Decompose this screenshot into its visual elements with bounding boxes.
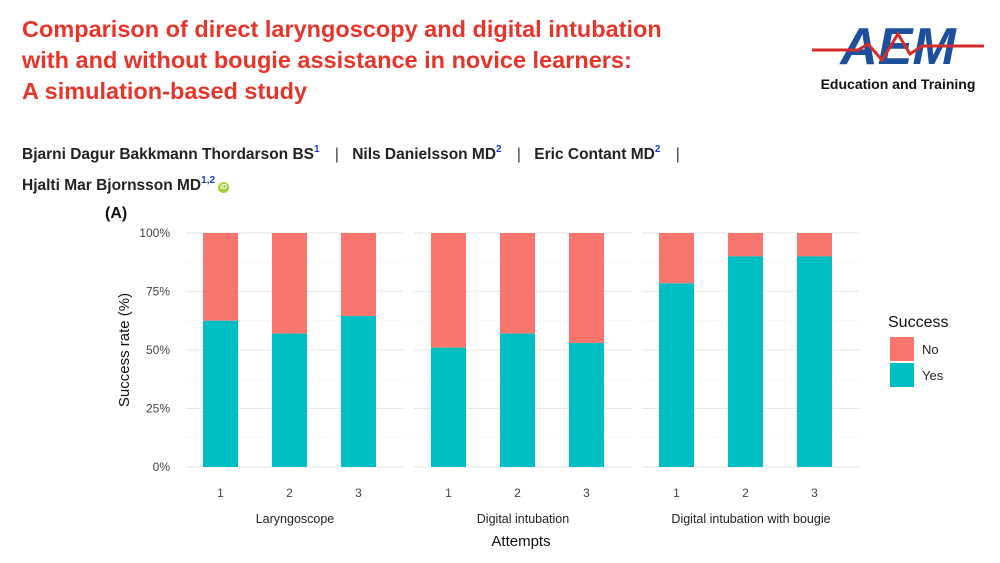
author-name: Hjalti Mar Bjornsson MD: [22, 177, 202, 194]
author-name: Eric Contant MD: [534, 146, 655, 163]
bar-no: [500, 233, 535, 334]
bar-yes: [569, 342, 604, 467]
bar-no: [728, 233, 763, 257]
author-separator: |: [516, 146, 521, 163]
author-affiliation: 2: [496, 144, 502, 155]
x-tick-label: 3: [811, 486, 818, 500]
x-tick-label: 3: [583, 486, 590, 500]
author-affiliation: 2: [654, 144, 661, 155]
facet-label: Digital intubation with bougie: [671, 512, 830, 526]
facet-label: Digital intubation: [477, 512, 569, 526]
logo-subtitle: Education and Training: [820, 76, 976, 92]
panel-label: (A): [105, 205, 127, 222]
x-tick-label: 1: [673, 486, 680, 500]
legend-swatch-yes: [890, 363, 914, 387]
title-line-3: A simulation-based study: [22, 78, 308, 104]
bar-yes: [728, 256, 763, 467]
legend-swatch-no: [890, 337, 914, 361]
aem-logo-mark: AEM: [812, 18, 984, 76]
legend-label-yes: Yes: [922, 368, 944, 383]
y-axis-label: Success rate (%): [116, 293, 133, 407]
bar-no: [272, 233, 307, 334]
bar-yes: [431, 347, 466, 467]
title-line-2: with and without bougie assistance in no…: [22, 47, 632, 73]
author-name: Bjarni Dagur Bakkmann Thordarson BS: [22, 146, 314, 163]
legend-title: Success: [888, 314, 948, 331]
author-name: Nils Danielsson MD: [352, 146, 497, 163]
bar-yes: [341, 316, 376, 467]
logo-heartbeat-line: [812, 31, 984, 63]
author-list: Bjarni Dagur Bakkmann Thordarson BS1 | N…: [22, 137, 782, 199]
bar-no: [569, 233, 604, 343]
bar-yes: [203, 320, 238, 467]
y-tick-label: 0%: [153, 460, 171, 474]
author-separator: |: [334, 146, 339, 163]
author-line-1: Bjarni Dagur Bakkmann Thordarson BS1 | N…: [22, 137, 782, 168]
bar-no: [341, 233, 376, 317]
title-line-1: Comparison of direct laryngoscopy and di…: [22, 16, 662, 42]
y-tick-label: 100%: [139, 226, 170, 240]
author-line-2: Hjalti Mar Bjornsson MD1,2iD: [22, 168, 782, 199]
bar-no: [659, 233, 694, 284]
success-rate-chart: (A) 1 2 3 Laryngoscope 1 2 3 Digital intubation 1…: [105, 205, 948, 550]
x-tick-label: 1: [445, 486, 452, 500]
author-affiliation: 1,2: [201, 175, 216, 186]
facet-label: Laryngoscope: [256, 512, 335, 526]
bar-no: [203, 233, 238, 321]
bar-no: [797, 233, 832, 257]
aem-logo: AEM Education and Training: [810, 14, 986, 98]
x-tick-label: 1: [217, 486, 224, 500]
x-axis-label: Attempts: [491, 533, 550, 550]
bar-yes: [500, 333, 535, 467]
x-tick-label: 3: [355, 486, 362, 500]
y-tick-label: 50%: [146, 343, 170, 357]
bar-yes: [272, 333, 307, 467]
x-tick-label: 2: [286, 486, 293, 500]
x-tick-label: 2: [514, 486, 521, 500]
author-separator: |: [675, 146, 680, 163]
bar-yes: [797, 256, 832, 467]
bar-no: [431, 233, 466, 348]
x-tick-label: 2: [742, 486, 749, 500]
author-affiliation: 1: [313, 144, 320, 155]
y-tick-label: 75%: [146, 285, 170, 299]
bar-yes: [659, 283, 694, 467]
orcid-icon[interactable]: iD: [218, 182, 230, 193]
legend-label-no: No: [922, 342, 939, 357]
y-tick-label: 25%: [146, 402, 170, 416]
paper-title: Comparison of direct laryngoscopy and di…: [22, 14, 722, 107]
